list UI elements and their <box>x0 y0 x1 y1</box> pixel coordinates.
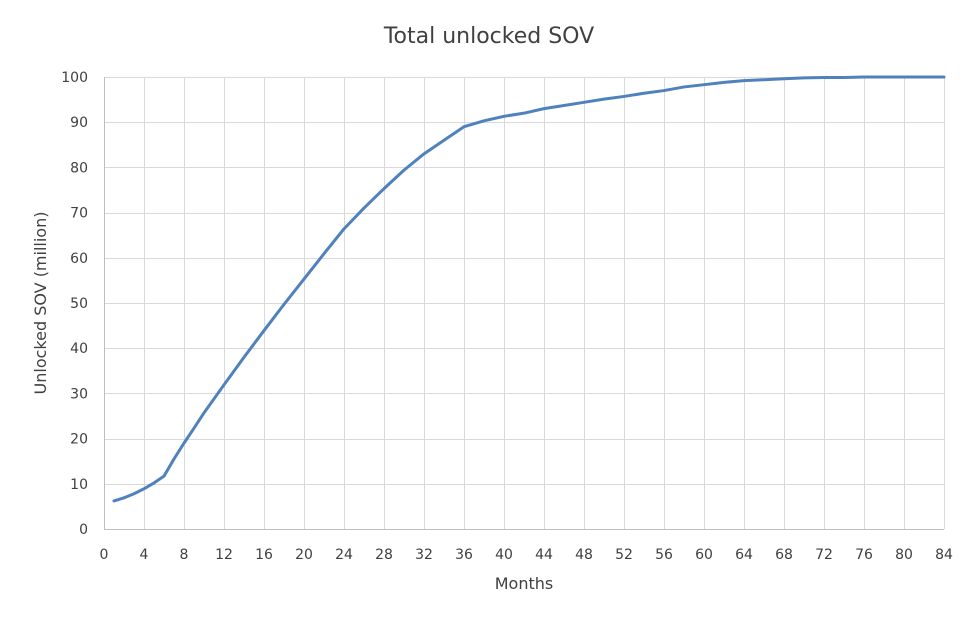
x-tick-label: 0 <box>100 547 109 563</box>
y-tick-label: 70 <box>70 206 88 222</box>
x-tick-label: 72 <box>815 547 833 563</box>
x-tick-label: 76 <box>855 547 873 563</box>
x-tick-label: 40 <box>495 547 513 563</box>
series-layer <box>112 75 946 503</box>
y-tick-label: 60 <box>70 251 88 267</box>
x-tick-label: 56 <box>655 547 673 563</box>
x-tick-label: 12 <box>215 547 233 563</box>
y-tick-label: 10 <box>70 477 88 493</box>
x-tick-label: 8 <box>180 547 189 563</box>
x-tick-label: 16 <box>255 547 273 563</box>
x-tick-label: 24 <box>335 547 353 563</box>
y-tick-label: 20 <box>70 432 88 448</box>
x-tick-label: 36 <box>455 547 473 563</box>
x-tick-label: 28 <box>375 547 393 563</box>
x-axis-title: Months <box>495 574 553 593</box>
y-tick-label: 0 <box>79 522 88 538</box>
chart-title: Total unlocked SOV <box>383 24 594 49</box>
y-tick-label: 100 <box>61 70 88 86</box>
x-tick-label: 80 <box>895 547 913 563</box>
series-line-0 <box>112 75 946 503</box>
y-tick-label: 90 <box>70 115 88 131</box>
x-tick-label: 84 <box>935 547 953 563</box>
y-tick-label: 40 <box>70 341 88 357</box>
x-tick-label: 32 <box>415 547 433 563</box>
y-axis-title: Unlocked SOV (million) <box>31 212 50 395</box>
x-tick-label: 60 <box>695 547 713 563</box>
x-tick-label: 48 <box>575 547 593 563</box>
x-tick-label: 20 <box>295 547 313 563</box>
x-tick-label: 64 <box>735 547 753 563</box>
x-tick-label: 68 <box>775 547 793 563</box>
grid-layer <box>104 77 945 529</box>
y-tick-label: 80 <box>70 160 88 176</box>
axis-layer <box>104 77 944 530</box>
x-tick-label: 52 <box>615 547 633 563</box>
y-tick-label: 30 <box>70 386 88 402</box>
x-tick-label: 4 <box>140 547 149 563</box>
y-tick-label: 50 <box>70 296 88 312</box>
x-tick-label: 44 <box>535 547 553 563</box>
